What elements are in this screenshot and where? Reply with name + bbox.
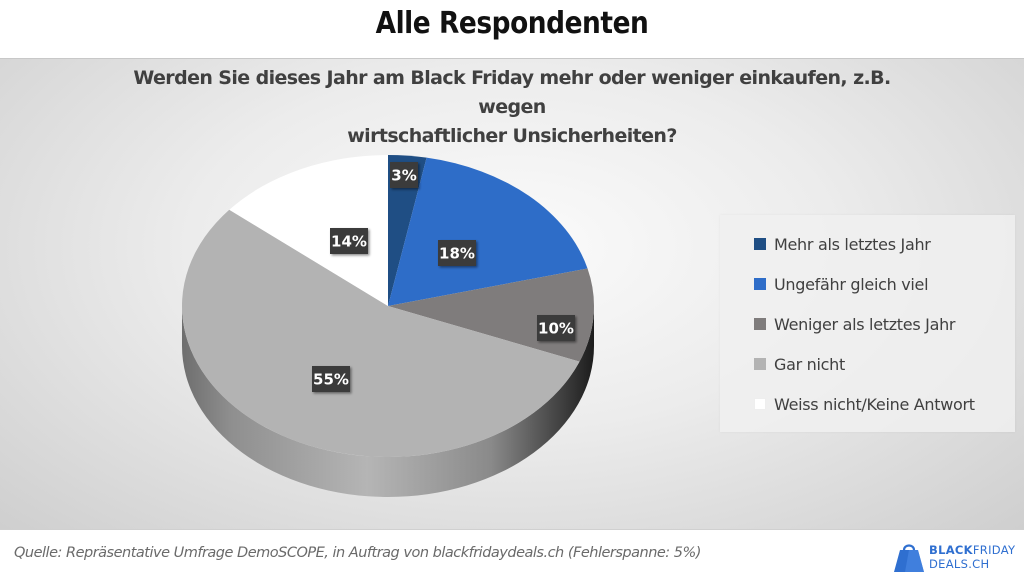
data-label-text: 3%: [391, 167, 416, 185]
legend: Mehr als letztes Jahr Ungefähr gleich vi…: [720, 215, 1015, 432]
data-label-5: 14%: [330, 228, 368, 254]
pie-side-wall: [182, 306, 594, 497]
source-note: Quelle: Repräsentative Umfrage DemoSCOPE…: [14, 545, 701, 561]
legend-label: Mehr als letztes Jahr: [774, 234, 931, 254]
data-label-text: 18%: [439, 245, 475, 263]
legend-item-gar-nicht: Gar nicht: [754, 353, 845, 375]
legend-item-weiss-nicht: Weiss nicht/Keine Antwort: [754, 393, 975, 415]
chart-title-line-2: wirtschaftlicher Unsicherheiten?: [347, 125, 677, 147]
blackfridaydeals-logo[interactable]: BLACKFRIDAY DEALS.CH: [893, 541, 1021, 573]
pie-slice-2: [388, 157, 588, 306]
data-label-3: 10%: [537, 315, 575, 341]
legend-swatch: [754, 318, 766, 330]
data-label-4: 55%: [312, 366, 350, 392]
data-label-box: [537, 315, 575, 341]
pie-slice-5: [229, 155, 388, 306]
data-label-box: [330, 228, 368, 254]
chart-title: Werden Sie dieses Jahr am Black Friday m…: [100, 64, 924, 151]
data-label-text: 10%: [538, 320, 574, 338]
logo-text-line-2: DEALS.CH: [929, 557, 990, 571]
legend-label: Weiss nicht/Keine Antwort: [774, 394, 975, 414]
legend-item-mehr: Mehr als letztes Jahr: [754, 233, 931, 255]
legend-swatch: [754, 238, 766, 250]
data-label-box: [390, 162, 418, 188]
data-label-text: 14%: [331, 233, 367, 251]
legend-swatch: [754, 278, 766, 290]
data-label-2: 18%: [438, 240, 476, 266]
legend-label: Gar nicht: [774, 354, 845, 374]
legend-label: Ungefähr gleich viel: [774, 274, 929, 294]
legend-item-weniger: Weniger als letztes Jahr: [754, 313, 956, 335]
pie-side: [182, 306, 594, 497]
data-label-box: [312, 366, 350, 392]
pie-slice-4: [181, 209, 580, 458]
legend-swatch: [754, 398, 766, 410]
chart-title-line-1: Werden Sie dieses Jahr am Black Friday m…: [133, 67, 891, 118]
page-title: Alle Respondenten: [375, 6, 649, 41]
pie-slice-1: [388, 155, 427, 306]
legend-swatch: [754, 358, 766, 370]
data-label-box: [438, 240, 476, 266]
pie-data-labels: 3% 18% 10% 55% 14%: [312, 162, 575, 392]
data-label-text: 55%: [313, 371, 349, 389]
legend-item-gleich: Ungefähr gleich viel: [754, 273, 929, 295]
data-label-1: 3%: [390, 162, 418, 188]
legend-label: Weniger als letztes Jahr: [774, 314, 956, 334]
shopping-bag-icon: [894, 544, 924, 572]
logo-text-line-1: BLACKFRIDAY: [929, 543, 1016, 557]
pie-slices: [181, 155, 594, 458]
